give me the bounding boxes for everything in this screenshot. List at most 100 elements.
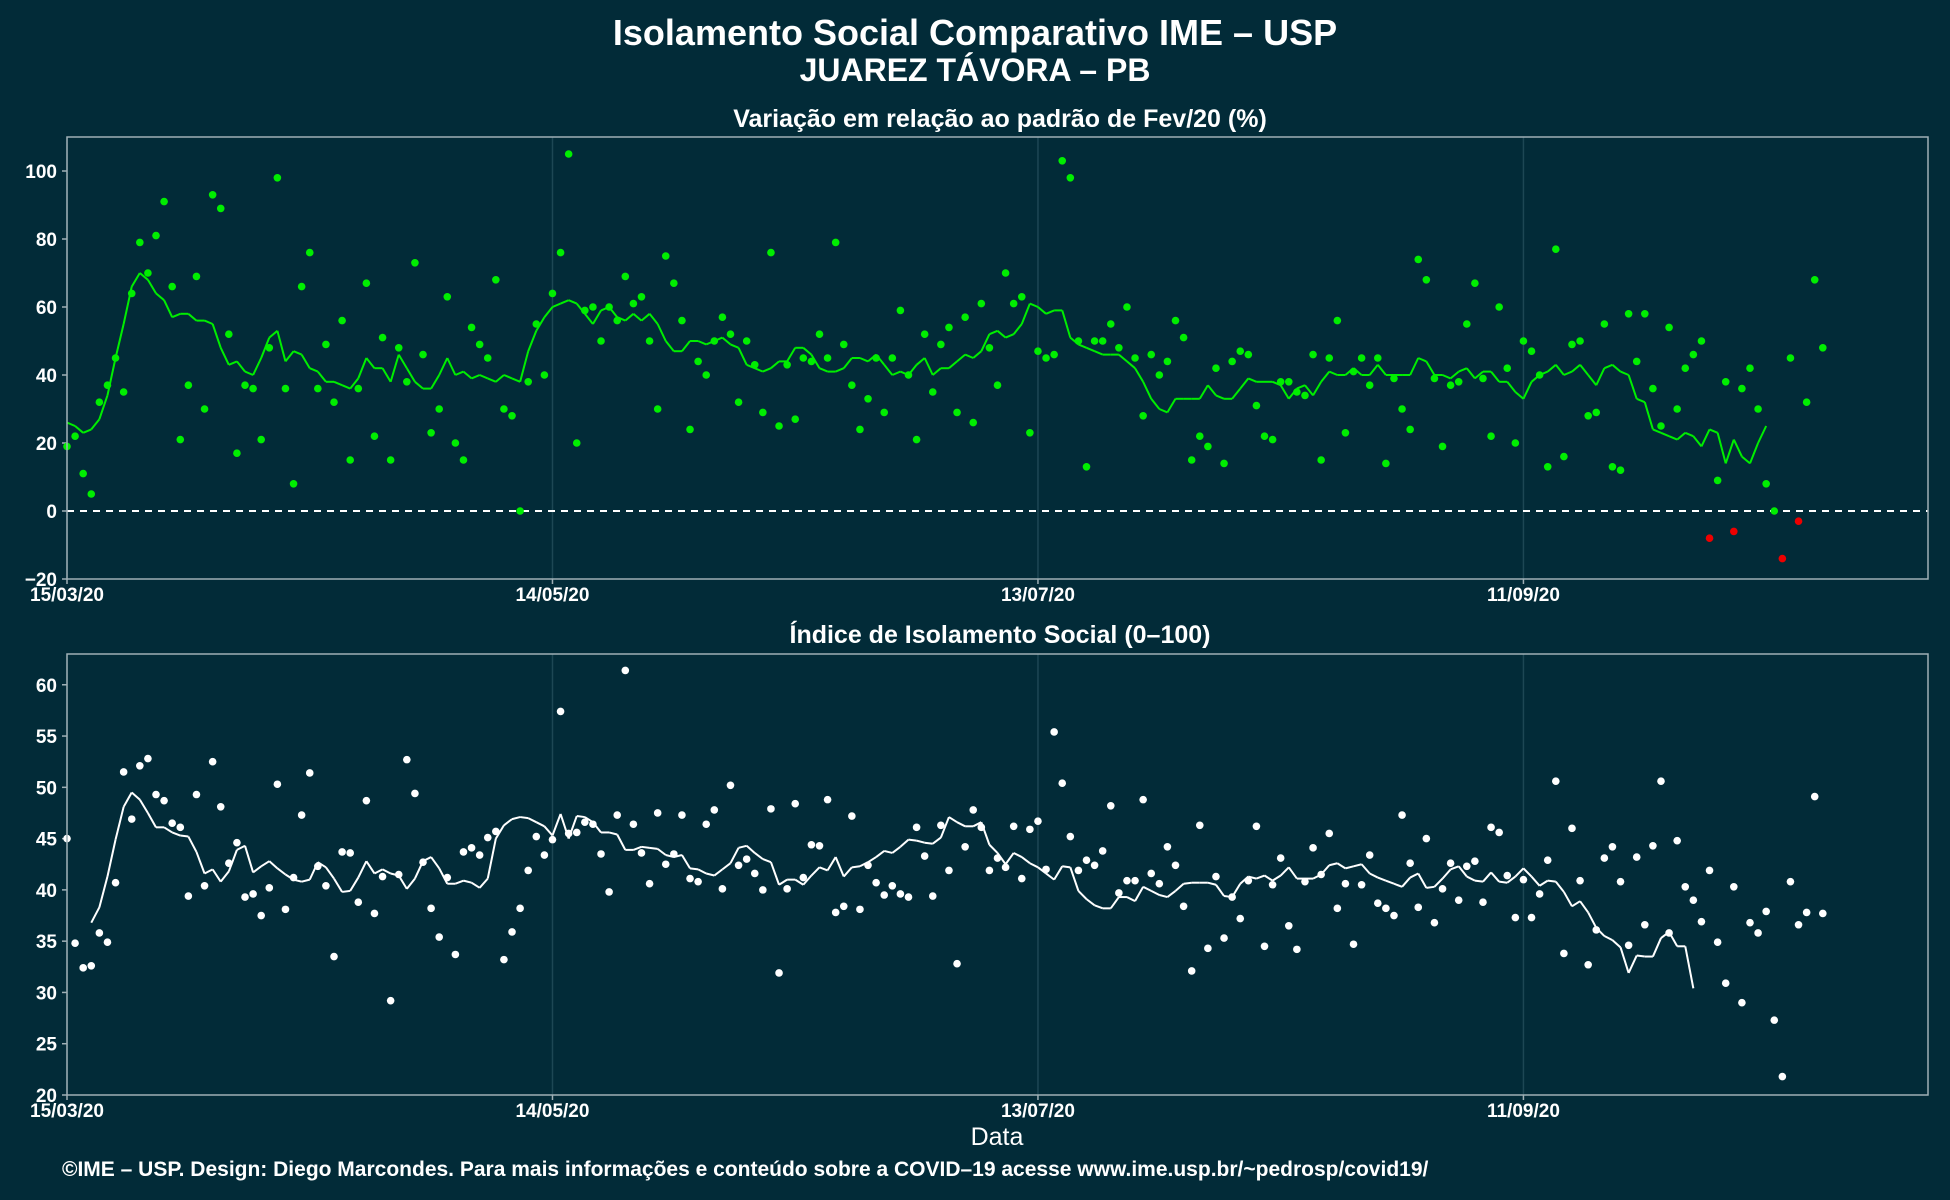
index-y-tick-label: 40 (36, 881, 57, 902)
variation-moving-average-segment (1094, 350, 1104, 356)
variation-moving-average-segment (923, 357, 934, 376)
variation-moving-average-segment (487, 377, 497, 383)
index-data-point (305, 769, 314, 777)
variation-moving-average-segment (891, 370, 901, 376)
index-moving-average-segment (826, 856, 837, 871)
index-moving-average-segment (1555, 881, 1565, 893)
variation-moving-average-segment (1449, 370, 1460, 380)
variation-moving-average-segment (1676, 432, 1686, 441)
variation-data-point (1106, 320, 1115, 328)
index-moving-average-segment (1522, 867, 1533, 878)
variation-moving-average-segment (1514, 391, 1525, 400)
index-data-point (370, 909, 379, 918)
variation-data-point (289, 480, 298, 488)
variation-moving-average-segment (1627, 374, 1638, 400)
variation-data-point (1697, 337, 1706, 345)
variation-moving-average-segment (964, 353, 974, 359)
variation-moving-average-segment (1603, 363, 1613, 370)
index-moving-average-segment (438, 867, 449, 885)
index-data-point (1187, 967, 1196, 975)
variation-data-point (273, 174, 282, 182)
index-moving-average-segment (1174, 882, 1185, 892)
index-moving-average-segment (486, 838, 497, 879)
variation-moving-average-segment (697, 340, 707, 346)
index-data-point (1778, 1072, 1787, 1081)
index-moving-average-segment (802, 874, 813, 886)
variation-data-point (1252, 401, 1261, 410)
index-x-tick-label: 15/03/20 (30, 1101, 104, 1122)
index-data-point (1738, 998, 1746, 1007)
index-moving-average-segment (535, 821, 545, 828)
variation-moving-average-segment (1442, 374, 1452, 380)
variation-moving-average-segment (1005, 333, 1015, 339)
variation-moving-average-segment (1732, 439, 1743, 458)
index-moving-average-segment (705, 872, 715, 877)
variation-data-point (1301, 391, 1309, 400)
variation-data-point (467, 323, 476, 332)
index-moving-average-segment (1150, 890, 1160, 896)
index-moving-average-segment (875, 850, 885, 858)
variation-data-point (1454, 378, 1463, 386)
index-data-point (508, 928, 516, 936)
variation-moving-average-segment (66, 421, 76, 427)
index-data-point (1373, 899, 1382, 908)
index-data-point (572, 828, 581, 837)
index-data-point (597, 850, 605, 858)
index-data-point (1050, 728, 1058, 736)
variation-moving-average-segment (219, 347, 230, 366)
variation-data-point (1406, 425, 1414, 434)
index-y-tick-label: 20 (36, 1086, 57, 1107)
index-data-point (216, 803, 225, 811)
variation-data-point (1098, 337, 1107, 345)
variation-data-point (896, 306, 905, 315)
index-data-point (168, 819, 176, 828)
variation-data-point (678, 316, 686, 325)
index-data-point (1058, 779, 1067, 788)
index-data-point (475, 851, 484, 859)
variation-moving-average-segment (414, 381, 424, 390)
index-moving-average-segment (899, 838, 910, 848)
variation-data-point (831, 238, 840, 247)
index-data-point (1730, 883, 1738, 891)
variation-moving-average-segment (503, 374, 513, 380)
variation-moving-average-segment (82, 428, 92, 434)
index-moving-average-segment (932, 836, 942, 845)
index-data-point (1422, 834, 1431, 843)
variation-data-point (1746, 364, 1754, 373)
index-data-point (1042, 865, 1050, 874)
index-data-point (289, 873, 298, 882)
index-data-point (1495, 828, 1503, 837)
index-data-point (1519, 875, 1528, 884)
variation-moving-average-segment (819, 367, 828, 373)
variation-data-point (969, 418, 978, 427)
variation-data-point (1754, 405, 1762, 413)
variation-data-point (694, 357, 702, 366)
index-moving-average-segment (1539, 879, 1549, 887)
variation-data-point (1430, 374, 1439, 383)
variation-data-point (726, 330, 735, 339)
index-data-point (710, 806, 719, 814)
variation-data-point (540, 371, 549, 379)
variation-data-point (427, 429, 435, 437)
index-data-point (403, 755, 411, 764)
variation-moving-average-segment (74, 425, 84, 434)
variation-data-point (637, 293, 646, 301)
variation-data-point (572, 439, 581, 447)
variation-moving-average-segment (1636, 397, 1646, 404)
variation-data-point (661, 252, 670, 260)
index-data-point (645, 879, 654, 888)
index-data-point (1657, 777, 1665, 785)
variation-data-point (362, 279, 371, 288)
variation-data-point (1632, 357, 1641, 366)
variation-moving-average-segment (681, 340, 691, 352)
index-moving-average-segment (1215, 884, 1225, 897)
index-data-point (1810, 792, 1819, 801)
variation-moving-average-segment (835, 367, 845, 373)
variation-moving-average-segment (1417, 357, 1427, 363)
variation-data-point (1131, 354, 1139, 362)
variation-moving-average-segment (1086, 346, 1095, 353)
variation-moving-average-segment (309, 367, 319, 373)
variation-moving-average-segment (786, 347, 797, 362)
index-moving-average-segment (1013, 852, 1023, 858)
index-moving-average-segment (90, 906, 101, 924)
